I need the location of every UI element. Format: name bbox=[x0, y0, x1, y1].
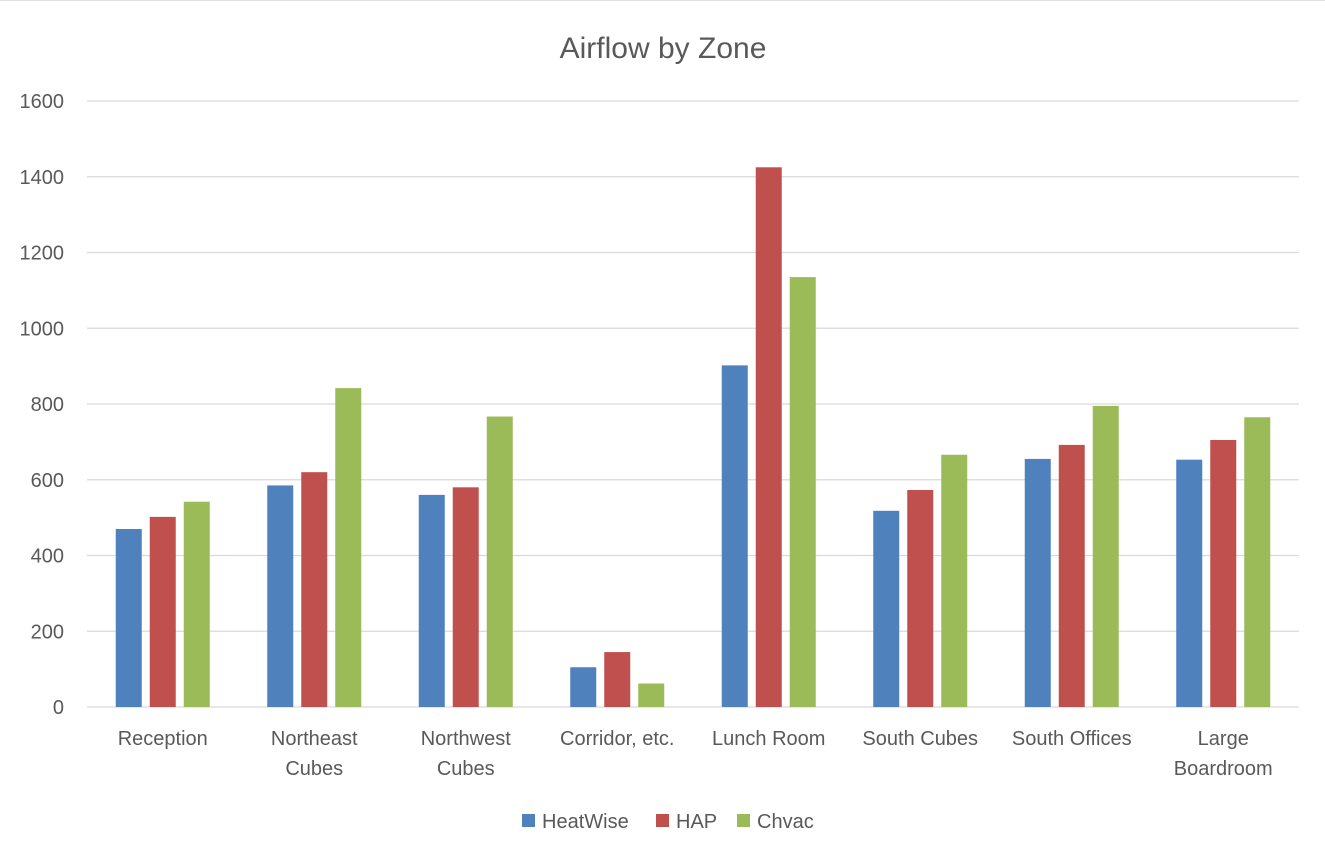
y-tick-label: 1400 bbox=[20, 167, 65, 189]
bar-chvac-5 bbox=[941, 454, 968, 707]
y-tick-label: 400 bbox=[31, 546, 64, 568]
bar-chvac-1 bbox=[335, 388, 362, 707]
bar-chvac-0 bbox=[183, 501, 210, 707]
bar-chvac-2 bbox=[486, 416, 513, 707]
legend-swatch-hap bbox=[656, 814, 669, 827]
legend-label-chvac: Chvac bbox=[757, 811, 814, 833]
bar-heatwise-5 bbox=[873, 510, 900, 707]
x-category-label: Reception bbox=[118, 728, 208, 750]
bar-hap-5 bbox=[907, 489, 934, 707]
bar-heatwise-2 bbox=[418, 494, 445, 707]
bar-chvac-7 bbox=[1244, 417, 1271, 707]
bar-hap-2 bbox=[452, 487, 479, 707]
bar-heatwise-7 bbox=[1176, 459, 1203, 707]
y-tick-label: 1600 bbox=[20, 91, 65, 113]
x-category-label: Cubes bbox=[285, 758, 343, 780]
x-category-label: Northwest bbox=[421, 728, 511, 750]
bar-hap-1 bbox=[301, 472, 328, 707]
x-category-label: Corridor, etc. bbox=[560, 728, 674, 750]
legend-swatch-chvac bbox=[737, 814, 750, 827]
y-tick-label: 800 bbox=[31, 394, 64, 416]
x-category-label: South Offices bbox=[1012, 728, 1132, 750]
bar-heatwise-3 bbox=[570, 667, 597, 707]
y-tick-label: 1200 bbox=[20, 243, 65, 265]
bar-heatwise-1 bbox=[267, 485, 294, 707]
y-tick-label: 1000 bbox=[20, 318, 65, 340]
y-tick-label: 600 bbox=[31, 470, 64, 492]
x-category-label: Boardroom bbox=[1174, 758, 1273, 780]
bar-hap-6 bbox=[1058, 444, 1085, 707]
x-category-label: Northeast bbox=[271, 728, 358, 750]
bar-chvac-6 bbox=[1092, 405, 1119, 707]
legend-swatch-heatwise bbox=[522, 814, 535, 827]
x-category-label: Lunch Room bbox=[712, 728, 825, 750]
y-tick-label: 200 bbox=[31, 621, 64, 643]
y-axis-tick-labels: 0 200 400 600 800 1000 1200 1400 1600 bbox=[20, 91, 65, 719]
bar-hap-0 bbox=[149, 516, 176, 707]
x-category-label: Large bbox=[1198, 728, 1249, 750]
chart-title: Airflow by Zone bbox=[560, 32, 767, 65]
legend-label-hap: HAP bbox=[676, 811, 717, 833]
bar-heatwise-4 bbox=[721, 365, 748, 707]
y-tick-label: 0 bbox=[53, 697, 64, 719]
x-category-label: Cubes bbox=[437, 758, 495, 780]
x-axis-category-labels: Reception Northeast Cubes Northwest Cubes Cor… bbox=[118, 728, 1273, 780]
bar-heatwise-0 bbox=[115, 528, 142, 707]
bar-hap-3 bbox=[604, 652, 631, 707]
legend: HeatWise HAP Chvac bbox=[522, 811, 814, 833]
legend-label-heatwise: HeatWise bbox=[542, 811, 629, 833]
bar-hap-4 bbox=[755, 167, 782, 707]
bar-chvac-3 bbox=[638, 683, 665, 707]
bars bbox=[115, 167, 1271, 707]
bar-hap-7 bbox=[1210, 439, 1237, 707]
bar-heatwise-6 bbox=[1024, 458, 1051, 707]
x-category-label: South Cubes bbox=[862, 728, 978, 750]
bar-chvac-4 bbox=[789, 277, 816, 707]
